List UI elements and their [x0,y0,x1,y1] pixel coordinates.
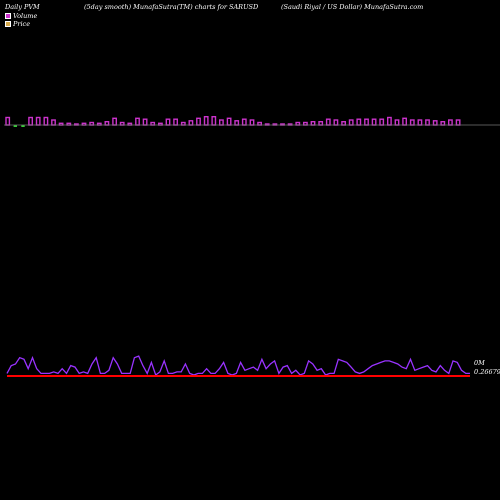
legend-price: Price [5,20,30,28]
volume-bar [448,119,453,126]
volume-bar [142,118,148,126]
volume-bar [364,118,369,126]
volume-bar [28,116,33,126]
legend-volume-label: Volume [13,12,38,20]
volume-bar [234,120,240,126]
volume-bars [5,115,461,127]
volume-bar [249,119,255,126]
volume-bar [341,120,346,126]
volume-bar [211,115,217,126]
volume-bar [218,119,224,126]
volume-bar [13,125,17,127]
volume-bar [35,116,41,126]
volume-bar [112,117,118,126]
volume-bar [325,118,331,126]
chart-title-middle: (5day smooth) MunafaSutra(TM) charts for… [84,3,259,11]
volume-bar [203,115,209,126]
legend-price-swatch [5,21,11,27]
volume-bar [455,119,461,126]
volume-bar [196,117,201,126]
volume-bar [173,118,178,126]
volume-bar [226,117,232,126]
price-axis-label-volume: 0M [474,359,485,367]
volume-bar [409,119,415,126]
volume-bar [333,119,339,126]
chart-title-left: Daily PVM [5,3,40,11]
volume-bar [104,120,110,126]
volume-bar [425,119,430,126]
volume-bar [348,119,354,126]
volume-bar [241,118,247,126]
volume-bar [356,118,362,126]
volume-bar [440,120,446,126]
volume-bar [432,120,438,126]
volume-bar [21,125,25,127]
volume-bar [387,116,392,126]
volume-bar [379,118,385,126]
volume-bar [394,119,400,126]
legend-volume: Volume [5,12,37,20]
chart-title-right: (Saudi Riyal / US Dollar) MunafaSutra.co… [281,3,424,11]
legend-price-label: Price [13,20,31,28]
volume-bar [135,117,140,126]
volume-bar [188,120,194,126]
volume-bar [165,118,171,126]
volume-bar [371,118,377,126]
price-axis-label-price: 0.26679 [474,368,500,376]
volume-bar [417,119,423,126]
volume-bar [43,116,49,126]
volume-bar [310,120,316,126]
legend-volume-swatch [5,13,11,19]
volume-bar [402,117,407,126]
volume-bar [318,120,324,126]
volume-bar [51,119,56,126]
smooth-volume-line [6,355,470,377]
volume-bar [5,116,11,126]
